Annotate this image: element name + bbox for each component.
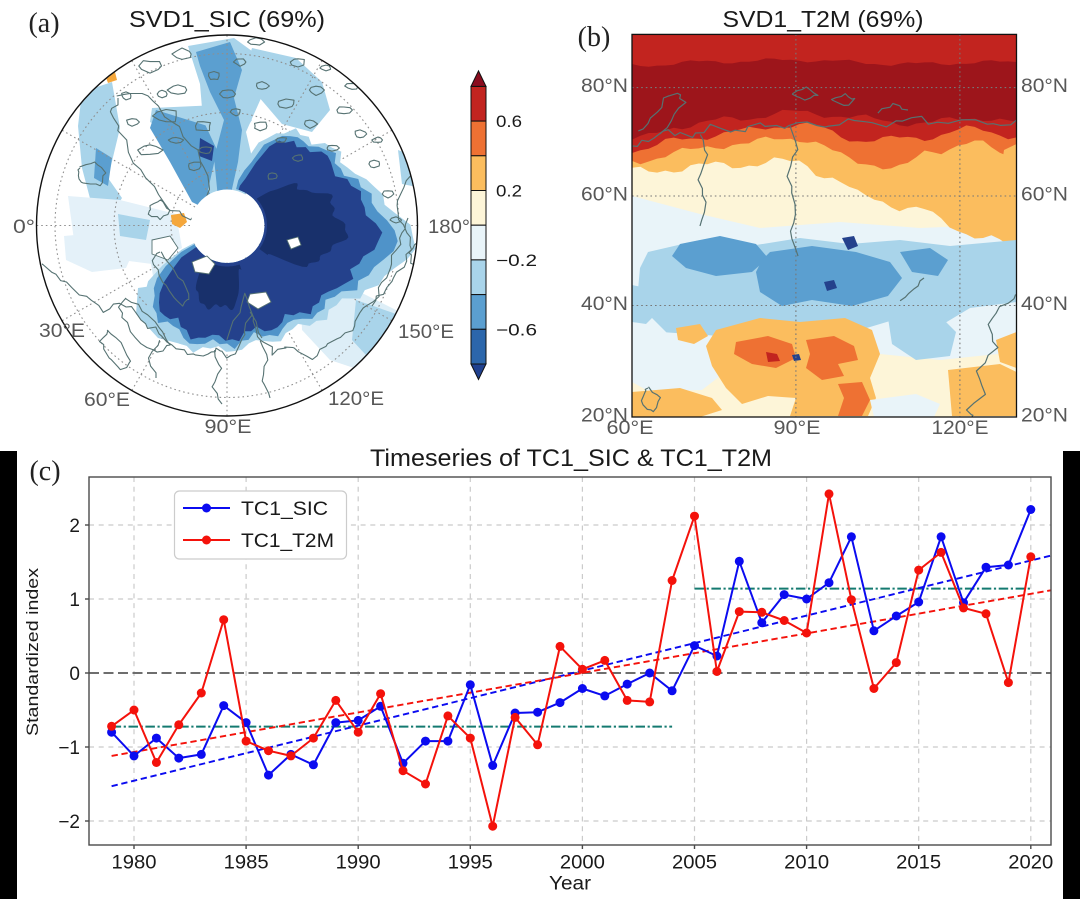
svg-text:Standardized index: Standardized index (23, 567, 42, 736)
svg-text:2005: 2005 (672, 853, 717, 874)
svg-text:60°N: 60°N (1021, 185, 1068, 206)
svg-text:−0.6: −0.6 (496, 321, 537, 339)
svg-text:20°N: 20°N (581, 406, 628, 427)
svg-text:(a): (a) (28, 8, 59, 39)
svg-text:1: 1 (69, 590, 80, 611)
svg-text:180°: 180° (428, 217, 470, 238)
svg-text:2020: 2020 (1008, 853, 1053, 874)
svg-text:0: 0 (69, 664, 80, 685)
svg-text:60°E: 60°E (607, 418, 654, 439)
svg-text:−1: −1 (58, 738, 80, 759)
svg-text:TC1_SIC: TC1_SIC (241, 499, 328, 520)
svg-text:60°E: 60°E (84, 390, 130, 411)
svg-text:SVD1_T2M (69%): SVD1_T2M (69%) (723, 6, 924, 32)
svg-text:0°: 0° (13, 217, 35, 238)
svg-text:20°N: 20°N (1021, 406, 1068, 427)
svg-text:(c): (c) (29, 456, 60, 487)
svg-text:80°N: 80°N (581, 76, 628, 97)
svg-text:0.2: 0.2 (496, 183, 522, 201)
svg-text:2015: 2015 (896, 853, 941, 874)
svg-text:−2: −2 (58, 812, 80, 833)
svg-text:1995: 1995 (448, 853, 493, 874)
svg-text:(b): (b) (578, 22, 611, 53)
svg-text:−0.2: −0.2 (496, 252, 537, 270)
svg-text:120°E: 120°E (932, 418, 989, 439)
svg-text:1980: 1980 (112, 853, 157, 874)
svg-text:TC1_T2M: TC1_T2M (241, 531, 334, 552)
svg-text:Year: Year (549, 874, 592, 895)
svg-text:Timeseries of TC1_SIC & TC1_T2: Timeseries of TC1_SIC & TC1_T2M (370, 445, 772, 472)
svg-text:80°N: 80°N (1021, 76, 1068, 97)
svg-text:2000: 2000 (560, 853, 605, 874)
svg-text:30°E: 30°E (39, 321, 85, 342)
svg-text:90°E: 90°E (774, 418, 821, 439)
svg-text:2: 2 (69, 516, 80, 537)
svg-text:120°E: 120°E (328, 389, 384, 410)
svg-text:SVD1_SIC (69%): SVD1_SIC (69%) (129, 6, 325, 32)
svg-text:2010: 2010 (784, 853, 829, 874)
svg-text:60°N: 60°N (581, 185, 628, 206)
svg-text:90°E: 90°E (205, 417, 252, 438)
svg-text:150°E: 150°E (398, 322, 454, 343)
svg-text:1985: 1985 (224, 853, 269, 874)
svg-text:0.6: 0.6 (496, 113, 522, 131)
svg-text:1990: 1990 (336, 853, 381, 874)
svg-text:40°N: 40°N (1021, 294, 1068, 315)
svg-text:40°N: 40°N (581, 294, 628, 315)
